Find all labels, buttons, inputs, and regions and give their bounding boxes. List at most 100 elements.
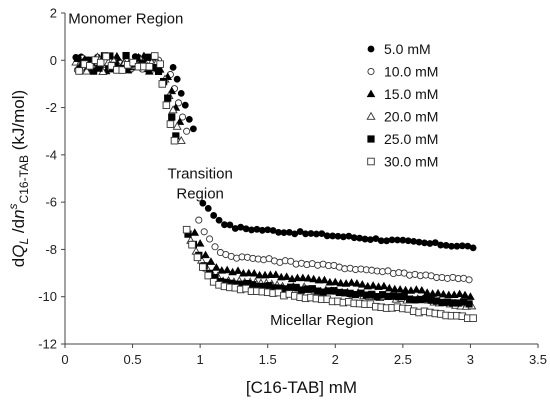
legend-marker <box>367 45 375 53</box>
data-point <box>455 289 464 298</box>
region-label-2: Transition Region <box>167 166 232 203</box>
data-point <box>303 273 313 282</box>
data-point <box>162 101 171 109</box>
data-point <box>166 120 175 128</box>
legend-marker <box>366 111 376 120</box>
y-title-unit: (kJ/mol) <box>9 90 28 155</box>
data-point <box>167 86 177 95</box>
y-tick-label: 0 <box>50 53 57 68</box>
data-point <box>215 216 223 224</box>
legend-label: 10.0 mM <box>384 64 438 80</box>
data-point <box>352 279 362 287</box>
data-point <box>185 115 193 123</box>
data-point <box>199 263 207 271</box>
data-point <box>176 135 186 144</box>
legend-marker <box>366 89 376 98</box>
data-point <box>168 105 178 114</box>
data-point <box>465 276 473 284</box>
data-point <box>182 225 191 234</box>
data-point <box>172 121 182 130</box>
data-point <box>330 277 340 286</box>
data-point <box>347 278 356 286</box>
data-point <box>150 52 159 60</box>
data-point <box>122 51 130 60</box>
data-point <box>144 53 152 61</box>
legend: 5.0 mM 10.0 mM 15.0 mM 20.0 mM 25.0 mM 30.0 m… <box>366 41 438 170</box>
series-1 <box>72 53 477 252</box>
data-point <box>170 136 179 145</box>
y-title-n-sub: C16-TAB <box>17 155 31 203</box>
data-point <box>249 268 259 277</box>
data-point <box>145 62 154 71</box>
data-point <box>204 205 212 212</box>
data-point <box>465 300 473 308</box>
data-point <box>466 292 475 300</box>
data-point <box>260 270 270 279</box>
data-point <box>460 290 470 299</box>
region-label-line: Monomer Region <box>68 11 183 28</box>
data-point <box>417 285 427 294</box>
data-point <box>395 285 405 293</box>
data-point <box>212 263 221 271</box>
legend-label: 20.0 mM <box>384 109 438 125</box>
data-point <box>293 273 302 282</box>
region-annotations: Monomer Region Transition Region Micellar R… <box>68 11 373 329</box>
data-point <box>239 268 248 277</box>
region-label-line: Transition <box>167 166 232 183</box>
data-point <box>233 266 243 274</box>
data-point <box>266 270 275 278</box>
data-point <box>385 283 394 292</box>
region-label-line: Micellar Region <box>270 312 373 329</box>
y-tick-label: -6 <box>45 195 57 210</box>
y-tick-label: -8 <box>45 242 57 257</box>
data-point <box>169 63 177 71</box>
data-point <box>379 281 389 290</box>
data-point <box>102 52 110 61</box>
data-point <box>195 239 205 247</box>
data-point <box>107 62 116 70</box>
data-point <box>181 101 189 109</box>
data-point <box>173 75 181 83</box>
data-point <box>73 54 82 62</box>
data-point <box>276 272 286 281</box>
data-point <box>217 266 227 274</box>
data-point <box>179 113 187 121</box>
x-tick-label: 0 <box>61 352 68 367</box>
data-point <box>82 66 92 75</box>
y-title-n: n <box>9 209 28 218</box>
data-point <box>336 278 346 287</box>
data-point <box>189 125 197 133</box>
region-label-3: Micellar Region <box>270 312 373 329</box>
data-point <box>168 113 176 121</box>
data-point <box>86 62 94 70</box>
data-point <box>175 117 185 125</box>
series-points <box>71 51 477 322</box>
data-point <box>195 216 203 224</box>
legend-label: 30.0 mM <box>384 154 438 170</box>
data-point <box>199 199 207 207</box>
data-point <box>112 51 122 60</box>
data-point <box>428 289 437 297</box>
data-point <box>469 244 477 252</box>
data-point <box>206 235 214 243</box>
legend-marker <box>367 135 375 143</box>
x-tick-label: 3.5 <box>529 352 547 367</box>
data-point <box>244 268 254 277</box>
data-point <box>193 253 202 262</box>
x-tick-label: 2.5 <box>394 352 412 367</box>
x-tick-label: 2 <box>332 352 339 367</box>
data-point <box>201 250 210 259</box>
data-point <box>469 314 477 322</box>
data-point <box>412 285 421 293</box>
data-point <box>210 212 218 219</box>
y-title-d: d <box>9 258 28 267</box>
data-point <box>439 289 448 298</box>
data-point <box>190 228 200 236</box>
region-label-line: Region <box>176 186 224 203</box>
legend-label: 15.0 mM <box>384 86 438 102</box>
data-point <box>357 280 367 288</box>
data-point <box>154 67 163 76</box>
y-tick-label: 2 <box>50 6 57 21</box>
